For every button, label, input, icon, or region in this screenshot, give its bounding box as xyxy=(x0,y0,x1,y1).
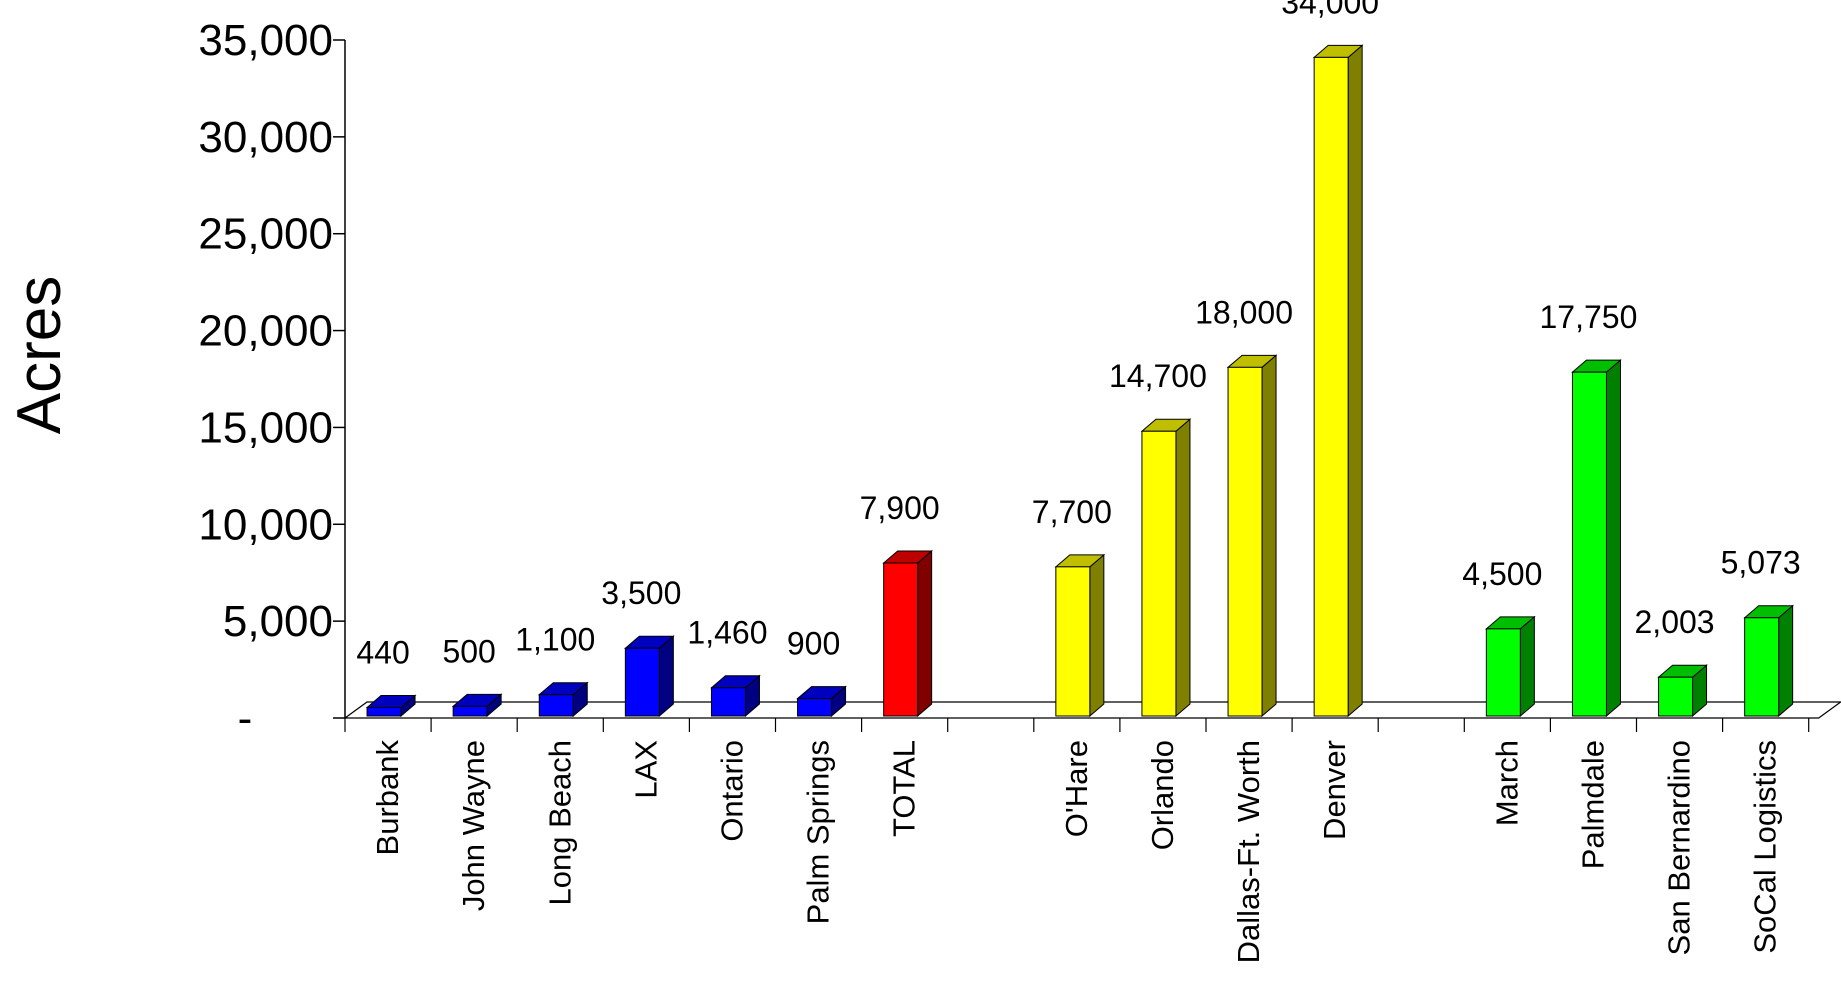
bar xyxy=(1485,628,1521,717)
data-label: 1,460 xyxy=(687,615,767,651)
x-category-label: SoCal Logistics xyxy=(1748,740,1783,954)
bar-side xyxy=(1519,615,1535,718)
bar xyxy=(1313,56,1349,717)
x-category-label: O'Hare xyxy=(1059,740,1094,837)
data-label: 18,000 xyxy=(1195,294,1293,330)
data-label: 1,100 xyxy=(515,622,595,658)
x-category-label: LAX xyxy=(628,740,663,799)
data-label: 7,700 xyxy=(1032,494,1112,530)
bar-side xyxy=(1175,418,1191,718)
data-label: 440 xyxy=(356,634,409,670)
x-category-label: Palm Springs xyxy=(801,740,836,924)
bar-side xyxy=(1605,359,1621,718)
y-tick-label: - xyxy=(238,694,253,743)
bar xyxy=(366,706,402,717)
bar-side xyxy=(1778,604,1794,718)
data-labels: Burbank 440 John Wayne 500 Long Beach 1,100 LA… xyxy=(356,0,1800,963)
bar xyxy=(1571,371,1607,717)
bar xyxy=(1744,617,1780,717)
x-category-label: John Wayne xyxy=(456,740,491,911)
y-tick-label: 5,000 xyxy=(223,597,333,646)
bar xyxy=(624,647,660,717)
y-tick-label: 25,000 xyxy=(198,210,333,259)
x-category-label: TOTAL xyxy=(887,740,922,837)
y-tick-label: 20,000 xyxy=(198,307,333,356)
bar xyxy=(1055,566,1091,717)
data-label: 14,700 xyxy=(1109,358,1207,394)
data-label: 500 xyxy=(442,633,495,669)
x-category-label: Long Beach xyxy=(542,740,577,905)
y-tick-label: 30,000 xyxy=(198,113,333,162)
bar xyxy=(797,698,833,717)
data-label: 5,073 xyxy=(1721,545,1801,581)
bar xyxy=(452,705,488,717)
bar xyxy=(1658,676,1694,717)
data-label: 900 xyxy=(787,626,840,662)
data-label: 7,900 xyxy=(860,490,940,526)
bar-side xyxy=(1089,553,1105,718)
x-category-label: Denver xyxy=(1317,740,1352,840)
data-label: 34,000 xyxy=(1281,0,1379,20)
bar xyxy=(1227,366,1263,717)
data-label: 3,500 xyxy=(601,575,681,611)
data-label: 2,003 xyxy=(1635,604,1715,640)
data-label: 17,750 xyxy=(1540,299,1638,335)
x-category-label: Palmdale xyxy=(1575,740,1610,869)
bar xyxy=(1141,430,1177,717)
y-tick-label: 10,000 xyxy=(198,500,333,549)
x-category-label: Burbank xyxy=(370,740,405,856)
x-category-label: Dallas-Ft. Worth xyxy=(1231,740,1266,963)
bar xyxy=(710,687,746,717)
y-tick-label: 35,000 xyxy=(198,16,333,65)
data-label: 4,500 xyxy=(1462,556,1542,592)
bar-side xyxy=(658,635,674,718)
x-category-label: Orlando xyxy=(1145,740,1180,850)
x-category-label: March xyxy=(1489,740,1524,826)
bar xyxy=(883,562,919,717)
axes: - 5,000 10,000 15,000 20,000 25,000 30,000 35,0… xyxy=(198,16,1841,743)
bar-side xyxy=(1261,354,1277,718)
bar xyxy=(538,694,574,717)
x-category-label: Ontario xyxy=(714,740,749,842)
y-tick-label: 15,000 xyxy=(198,403,333,452)
bar-side xyxy=(1347,44,1363,718)
x-category-label: San Bernardino xyxy=(1662,740,1697,955)
y-axis-title: Acres xyxy=(5,276,74,434)
bars xyxy=(365,44,1795,718)
bar-side xyxy=(917,549,933,718)
